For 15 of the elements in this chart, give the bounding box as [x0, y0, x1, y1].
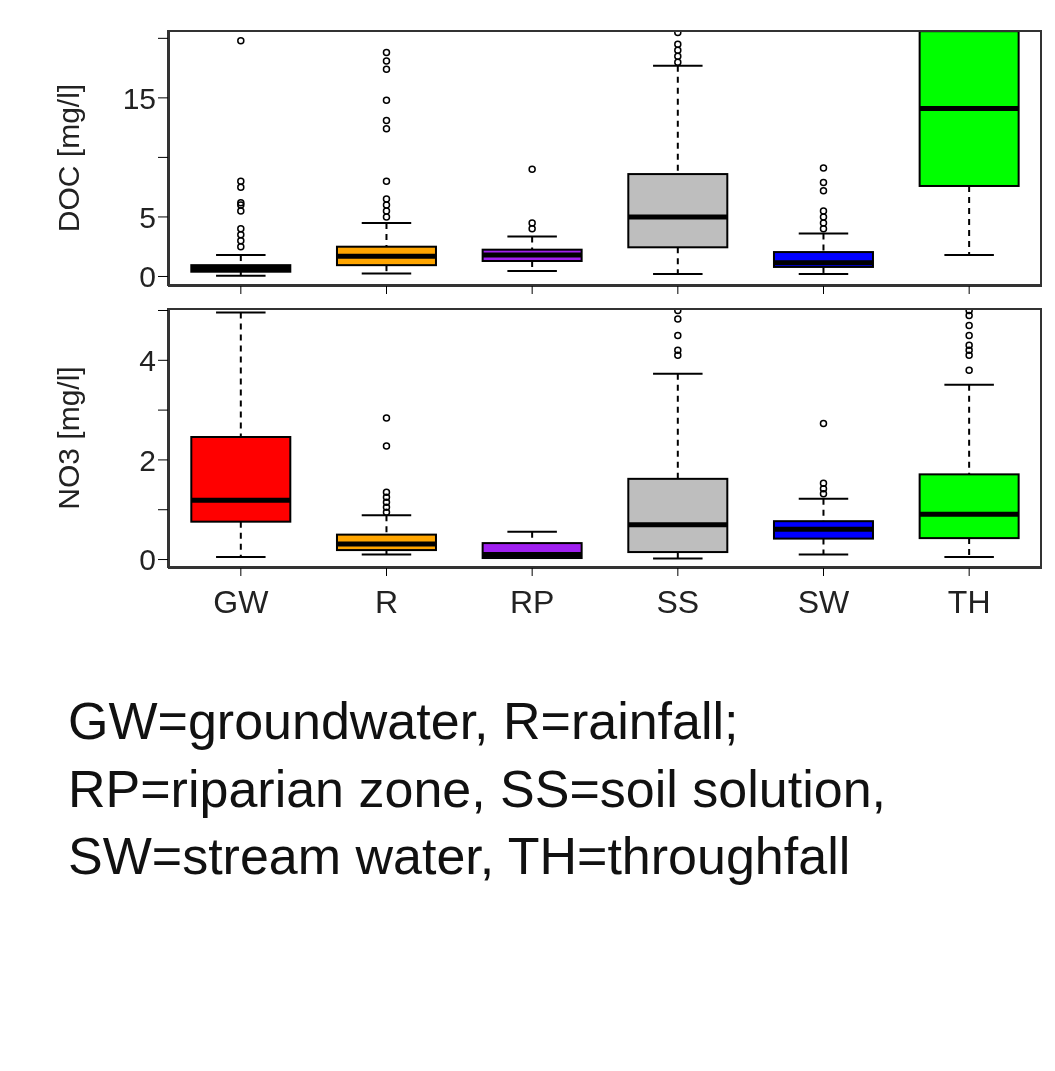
y-axis-title: NO3 [mg/l] [51, 366, 85, 510]
text: GW=groundwater, R=rainfall; RP=riparian zone, SS=soil solution, SW=stream water, TH=throughfall [68, 691, 887, 888]
y-tick-label: 0 [139, 260, 156, 294]
x-tick-label: RP [509, 583, 555, 620]
y-tick-label: 2 [139, 443, 156, 477]
x-tick-label: GW [213, 583, 270, 620]
x-tick-label: TH [947, 583, 991, 620]
y-tick-label: 0 [139, 543, 156, 577]
y-tick-label: 5 [139, 200, 156, 234]
y-tick-label: 15 [122, 81, 156, 115]
x-tick-label: SW [797, 583, 851, 620]
y-axis-title: DOC [mg/l] [51, 83, 85, 233]
y-tick-label: 4 [139, 343, 156, 377]
x-tick-label: R [374, 583, 399, 620]
x-tick-label: SS [656, 583, 700, 620]
